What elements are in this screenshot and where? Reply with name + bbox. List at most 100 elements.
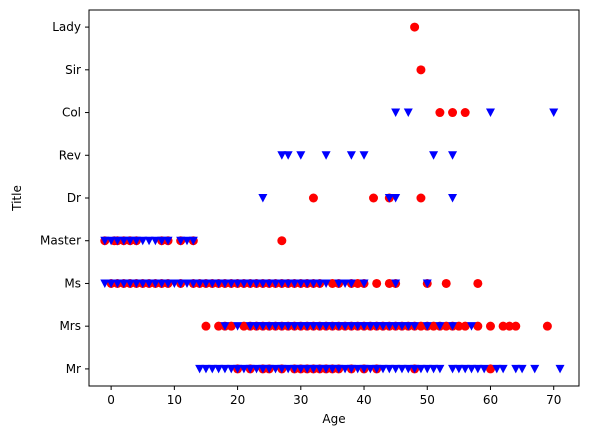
data-point — [511, 321, 521, 331]
data-point — [226, 321, 236, 331]
data-point — [119, 236, 129, 246]
data-point — [359, 151, 369, 160]
data-point — [182, 236, 192, 246]
data-point — [441, 321, 451, 331]
data-point — [340, 364, 350, 374]
data-point — [384, 194, 394, 203]
data-point — [163, 279, 173, 288]
data-point — [220, 279, 230, 288]
data-point — [207, 364, 217, 374]
data-point — [302, 279, 312, 288]
x-tick-label: 70 — [546, 393, 561, 407]
data-point — [195, 364, 205, 374]
data-point — [233, 279, 243, 288]
y-tick-label: Rev — [59, 148, 81, 162]
data-point — [239, 321, 249, 331]
data-point — [429, 364, 439, 374]
data-point — [378, 364, 388, 374]
data-point — [289, 322, 299, 331]
data-point — [511, 364, 521, 374]
data-point — [448, 194, 458, 203]
data-point — [264, 279, 274, 288]
data-point — [271, 364, 281, 374]
data-point — [308, 193, 318, 203]
data-point — [403, 322, 413, 331]
data-point — [264, 364, 274, 374]
data-point — [327, 278, 337, 288]
x-tick-label: 0 — [107, 393, 115, 407]
data-point — [473, 321, 483, 331]
y-axis: Mr Mrs Ms Master Dr Rev Col Sir Lady — [40, 20, 89, 376]
data-point — [492, 364, 502, 374]
data-point — [131, 279, 141, 288]
data-point — [485, 108, 495, 118]
y-tick-label: Ms — [64, 276, 81, 290]
data-point — [321, 364, 331, 374]
data-point — [283, 364, 293, 374]
data-point — [369, 193, 379, 203]
data-point — [112, 279, 122, 288]
data-point — [460, 108, 470, 118]
data-point — [220, 322, 230, 331]
data-point — [308, 279, 318, 288]
data-point — [315, 279, 325, 288]
data-point — [384, 278, 394, 288]
data-point — [321, 279, 331, 288]
data-point — [289, 279, 299, 288]
data-point — [410, 322, 420, 331]
data-point — [245, 322, 255, 331]
data-point — [182, 279, 192, 288]
data-point — [252, 364, 262, 374]
data-point — [365, 322, 375, 331]
data-point — [327, 364, 337, 374]
data-point — [473, 278, 483, 288]
data-point — [542, 321, 552, 331]
y-tick-label: Sir — [65, 63, 81, 77]
data-point — [106, 279, 116, 288]
data-point — [283, 322, 293, 331]
data-point — [498, 321, 508, 331]
x-tick-label: 60 — [483, 393, 498, 407]
data-point — [289, 364, 299, 374]
data-point — [435, 108, 445, 118]
data-point — [277, 322, 287, 331]
data-point — [252, 279, 262, 288]
data-point — [504, 321, 514, 331]
data-point — [252, 322, 262, 331]
data-point — [422, 322, 432, 331]
data-point — [391, 194, 401, 203]
data-point — [119, 279, 129, 288]
data-point — [321, 151, 331, 160]
data-point — [353, 278, 363, 288]
data-point — [131, 236, 141, 246]
data-point — [125, 279, 135, 288]
data-point — [517, 364, 527, 374]
data-point — [485, 364, 495, 374]
data-point — [100, 279, 110, 288]
data-point — [258, 322, 268, 331]
y-axis-label: Title — [10, 185, 24, 212]
data-point — [460, 364, 470, 374]
data-point — [365, 364, 375, 374]
data-point — [359, 364, 369, 374]
data-point — [346, 322, 356, 331]
data-point — [473, 364, 483, 374]
y-tick-label: Master — [40, 234, 81, 248]
data-point — [397, 364, 407, 374]
data-point — [283, 151, 293, 160]
data-point — [372, 364, 382, 374]
data-point — [416, 321, 426, 331]
data-point — [460, 321, 470, 331]
data-point — [201, 279, 211, 288]
data-point — [245, 279, 255, 288]
data-point — [214, 321, 224, 331]
data-point — [112, 236, 122, 246]
data-point — [416, 65, 426, 75]
data-point — [157, 236, 167, 246]
data-point — [271, 322, 281, 331]
data-point — [277, 151, 287, 160]
data-point — [188, 279, 198, 288]
data-point — [353, 364, 363, 374]
data-point — [321, 322, 331, 331]
data-point — [258, 194, 268, 203]
